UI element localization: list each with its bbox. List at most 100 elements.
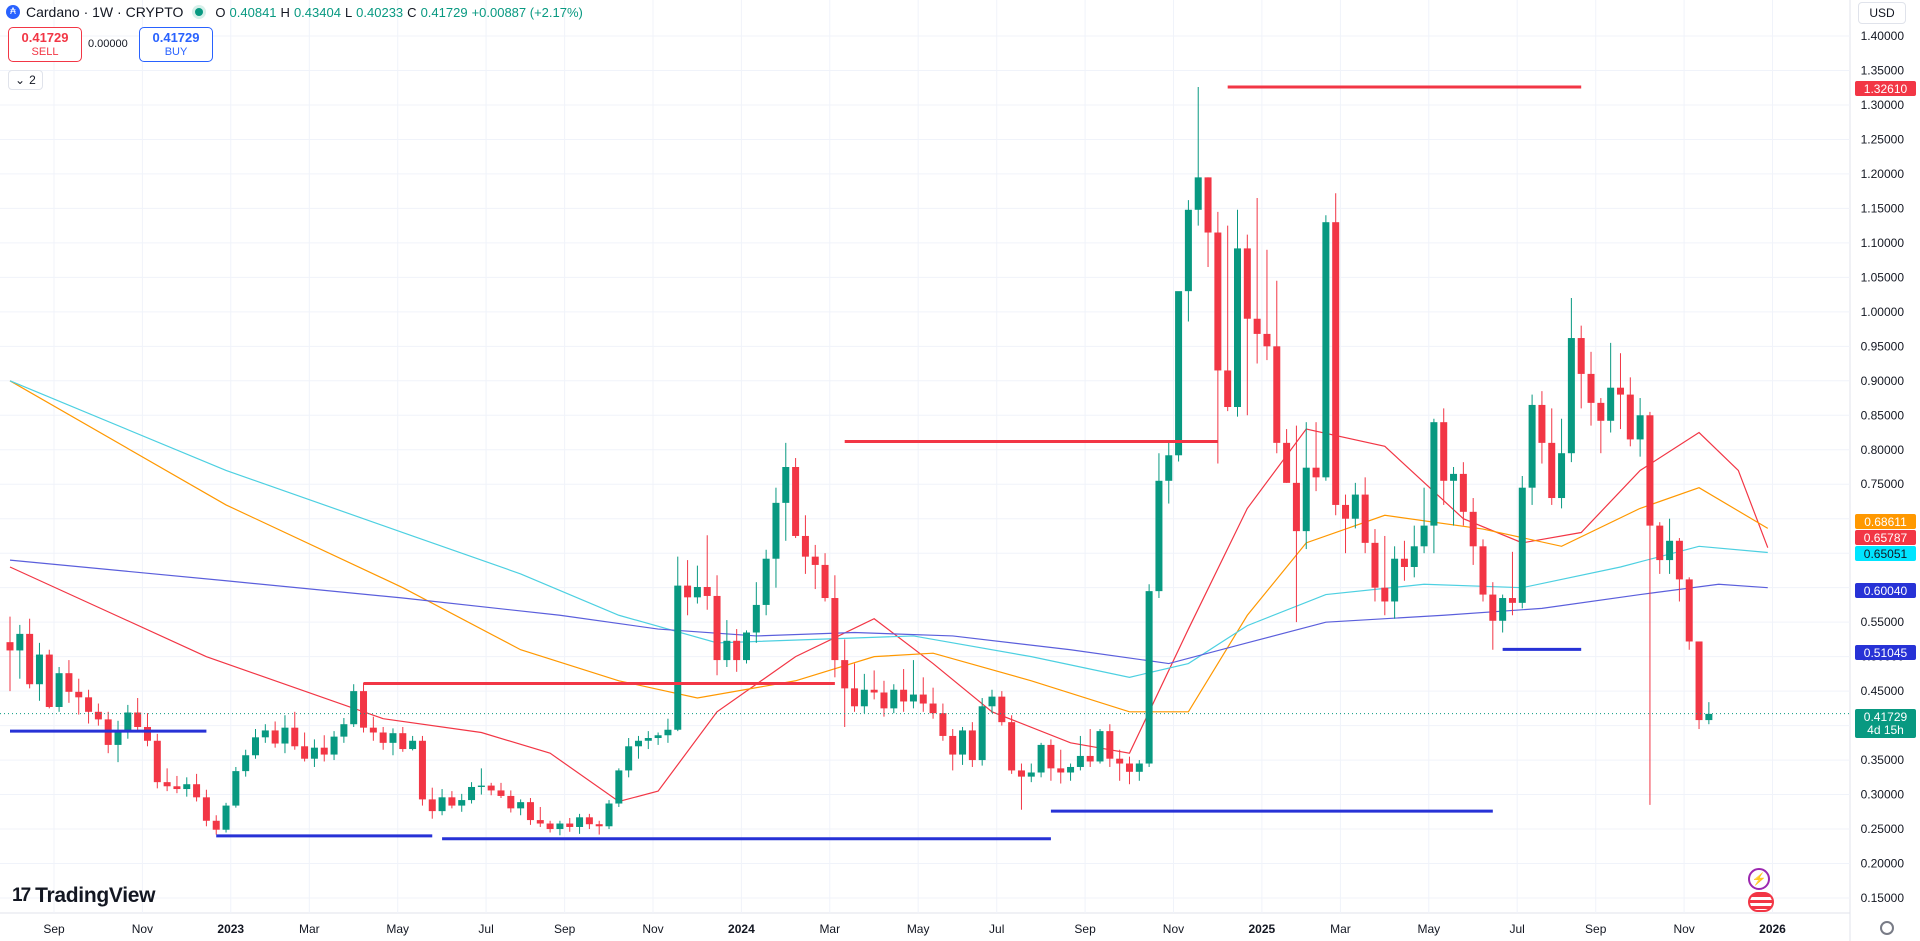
candle-body [546, 823, 554, 830]
candle-body [1626, 394, 1634, 440]
candle-body [1175, 291, 1183, 456]
candle-body [1332, 222, 1340, 505]
candle-body [703, 586, 711, 596]
candle-body [1292, 482, 1300, 532]
y-tick-label: 1.35000 [1861, 63, 1905, 77]
close-key: C [407, 4, 417, 20]
candle-body [1646, 415, 1654, 526]
candle-body [350, 691, 358, 725]
candle-body [1567, 338, 1575, 454]
y-tick-label: 0.85000 [1861, 408, 1905, 422]
candle-body [1440, 422, 1448, 481]
x-tick-label: Nov [1163, 922, 1184, 936]
candle-body [654, 735, 662, 739]
candle-body [792, 467, 800, 536]
candle-body [1666, 540, 1674, 561]
low-key: L [344, 4, 353, 20]
x-tick-label: 2026 [1759, 922, 1786, 936]
candle-body [114, 731, 122, 745]
buy-button[interactable]: 0.41729 BUY [139, 27, 213, 62]
x-tick-label: 2023 [217, 922, 244, 936]
candle-body [998, 696, 1006, 723]
candle-body [35, 654, 43, 685]
candle-body [252, 737, 259, 756]
candle-body [1508, 598, 1516, 603]
candle-body [1057, 768, 1065, 773]
candle-body [438, 797, 446, 812]
flash-icon[interactable]: ⚡ [1748, 868, 1770, 890]
candle-body [949, 735, 957, 755]
candle-body [124, 712, 132, 732]
y-tick-label: 1.30000 [1861, 98, 1905, 112]
y-tick-label: 1.15000 [1861, 201, 1905, 215]
candle-body [723, 640, 731, 661]
candle-body [261, 730, 269, 738]
moving-average-line-1 [9, 380, 1769, 713]
x-tick-label: Sep [43, 922, 65, 936]
candle-body [360, 691, 368, 728]
candle-body [399, 733, 407, 750]
candle-body [1165, 455, 1173, 481]
symbol-title[interactable]: Cardano · 1W · CRYPTO [26, 4, 184, 20]
candle-body [1155, 480, 1163, 592]
x-tick-label: Mar [819, 922, 840, 936]
candle-body [487, 785, 495, 791]
candle-body [831, 598, 839, 661]
candle-body [16, 633, 24, 651]
y-tick-label: 0.45000 [1861, 684, 1905, 698]
candle-body [1312, 467, 1320, 478]
candle-body [153, 740, 161, 783]
candle-body [752, 604, 760, 633]
candle-body [1636, 415, 1644, 440]
candle-body [183, 784, 191, 790]
brand-name: TradingView [35, 884, 156, 907]
candle-body [1616, 387, 1624, 395]
moving-average-line-0 [9, 428, 1769, 803]
candle-body [1017, 770, 1025, 777]
currency-selector[interactable]: USD [1858, 2, 1906, 24]
candle-body [811, 556, 819, 565]
x-tick-label: Jul [1510, 922, 1525, 936]
candle-body [968, 730, 976, 761]
x-tick-label: May [386, 922, 409, 936]
candle-body [143, 726, 151, 741]
close-value: 0.41729 [420, 4, 468, 20]
candle-body [428, 799, 436, 812]
candle-body [1096, 731, 1104, 762]
candle-body [468, 786, 476, 801]
candle-body [1008, 722, 1016, 771]
us-flag-icon[interactable] [1748, 892, 1774, 912]
candle-body [890, 689, 898, 709]
candle-body [1243, 248, 1251, 319]
sell-button[interactable]: 0.41729 SELL [8, 27, 82, 62]
candle-body [320, 747, 328, 755]
open-value: 0.40841 [229, 4, 277, 20]
candle-body [1518, 487, 1526, 603]
market-status-icon[interactable] [195, 8, 204, 16]
candle-body [1371, 542, 1379, 588]
x-tick-label: Jul [478, 922, 493, 936]
candle-body [222, 805, 230, 830]
candle-body [762, 558, 770, 605]
change-value: +0.00887 (+2.17%) [471, 4, 583, 20]
open-key: O [215, 4, 226, 20]
candle-body [173, 786, 181, 790]
gear-icon[interactable] [1880, 921, 1894, 935]
tradingview-logo[interactable]: 17 TradingView [12, 884, 155, 908]
candle-body [919, 694, 927, 704]
candle-body [959, 730, 967, 755]
y-tick-label: 0.55000 [1861, 615, 1905, 629]
y-tick-label: 1.20000 [1861, 167, 1905, 181]
candle-body [1067, 766, 1075, 773]
candle-body [1076, 755, 1084, 767]
candle-body [1528, 404, 1536, 488]
candle-body [860, 689, 868, 707]
y-tick-label: 1.25000 [1861, 132, 1905, 146]
high-value: 0.43404 [293, 4, 341, 20]
y-tick-label: 1.00000 [1861, 305, 1905, 319]
level-high-label: 1.32610 [1855, 81, 1916, 96]
indicators-toggle[interactable]: ⌄ 2 [8, 70, 43, 90]
candle-body [1135, 763, 1143, 772]
candle-body [1263, 333, 1271, 347]
